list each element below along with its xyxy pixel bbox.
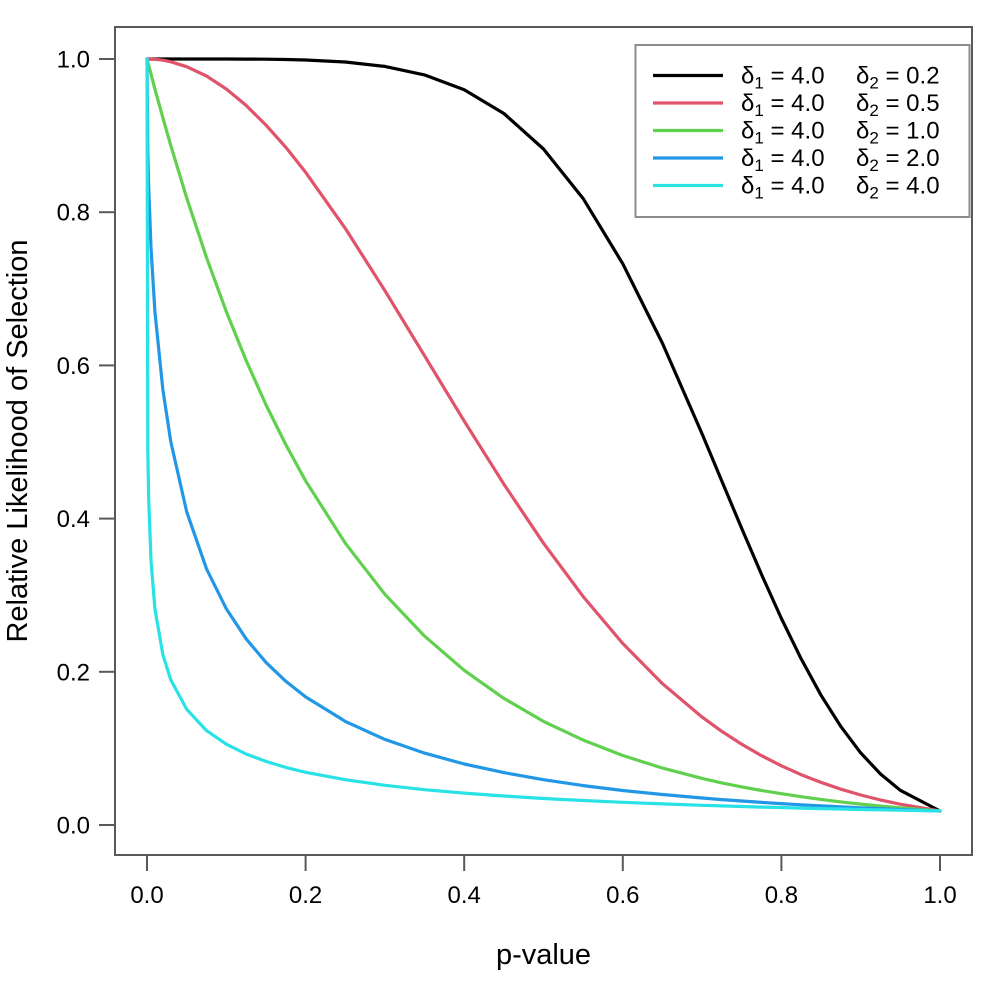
x-axis: 0.0 0.2 0.4 0.6 0.8 1.0 p-value	[130, 855, 957, 971]
x-tick-label: 1.0	[923, 882, 956, 909]
y-tick-label: 0.4	[57, 506, 90, 533]
x-tick-label: 0.4	[448, 882, 481, 909]
x-axis-title: p-value	[496, 939, 591, 971]
y-ticks: 0.0 0.2 0.4 0.6 0.8 1.0	[57, 47, 115, 840]
curves	[145, 57, 942, 813]
curve-2	[145, 57, 942, 813]
y-tick-label: 0.8	[57, 200, 90, 227]
x-tick-label: 0.6	[606, 882, 639, 909]
legend-label: δ1 = 4.0 δ2 = 2.0	[741, 145, 940, 175]
y-axis: 0.0 0.2 0.4 0.6 0.8 1.0 Relative Likelihood o…	[2, 47, 115, 840]
legend: δ1 = 4.0 δ2 = 0.2δ1 = 4.0 δ2 = 0.5δ1 = 4.0…	[634, 44, 971, 218]
curve-4	[145, 57, 942, 813]
curve-1	[145, 57, 942, 813]
x-tick-label: 0.8	[765, 882, 798, 909]
y-tick-label: 0.0	[57, 813, 90, 840]
y-tick-label: 0.6	[57, 353, 90, 380]
legend-label: δ1 = 4.0 δ2 = 1.0	[741, 118, 940, 148]
y-tick-label: 1.0	[57, 47, 90, 74]
legend-label: δ1 = 4.0 δ2 = 4.0	[741, 173, 940, 203]
x-tick-label: 0.0	[130, 882, 163, 909]
x-tick-label: 0.2	[289, 882, 322, 909]
curve-5	[145, 57, 942, 813]
legend-rows: δ1 = 4.0 δ2 = 0.2δ1 = 4.0 δ2 = 0.5δ1 = 4.0…	[653, 63, 940, 203]
legend-label: δ1 = 4.0 δ2 = 0.2	[741, 63, 940, 93]
legend-label: δ1 = 4.0 δ2 = 0.5	[741, 90, 940, 120]
plot-border	[114, 26, 973, 856]
x-ticks: 0.0 0.2 0.4 0.6 0.8 1.0	[130, 855, 957, 909]
y-axis-title: Relative Likelihood of Selection	[2, 239, 34, 642]
curve-3	[145, 57, 942, 813]
y-tick-label: 0.2	[57, 659, 90, 686]
